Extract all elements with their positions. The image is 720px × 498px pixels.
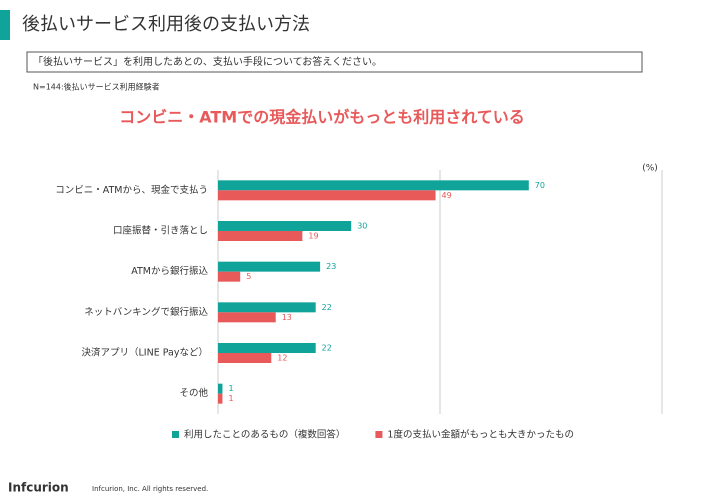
question-box <box>26 51 643 73</box>
value-label: 30 <box>357 222 367 231</box>
bar <box>218 353 272 363</box>
value-label: 1 <box>228 394 233 403</box>
category-label: 決済アプリ（LINE Payなど） <box>82 347 208 359</box>
value-label: 22 <box>322 303 332 312</box>
slide-title: 後払いサービス利用後の支払い方法 <box>22 14 310 35</box>
category-label: その他 <box>179 387 208 399</box>
category-label: ATMから銀行振込 <box>131 265 208 277</box>
bar <box>218 383 223 394</box>
value-label: 70 <box>535 181 545 190</box>
legend-label: 1度の支払い金額がもっとも大きかったもの <box>387 429 574 441</box>
category-label: コンビニ・ATMから、現金で支払う <box>55 184 208 196</box>
bar <box>218 231 303 241</box>
unit-label: (%) <box>642 164 658 174</box>
bar <box>218 221 352 231</box>
value-label: 1 <box>228 384 233 393</box>
category-label: 口座振替・引き落とし <box>113 225 208 237</box>
value-label: 22 <box>322 344 332 353</box>
legend-label: 利用したことのあるもの（複数回答） <box>184 429 345 441</box>
value-label: 13 <box>282 313 292 322</box>
question: 「後払いサービス」を利用したあとの、支払い手段についてお答えください。 <box>33 55 382 68</box>
bar <box>218 261 321 272</box>
bar <box>218 393 223 404</box>
copyright: Infcurion, Inc. All rights reserved. <box>92 485 208 493</box>
category-label: ネットバンキングで銀行振込 <box>84 306 208 318</box>
bar <box>218 180 529 191</box>
headline: コンビニ・ATMでの現金払いがもっとも利用されている <box>119 108 525 127</box>
value-label: 5 <box>246 272 251 281</box>
bar <box>218 343 316 353</box>
bar <box>218 271 241 282</box>
legend-swatch <box>172 431 179 438</box>
title-accent <box>0 10 10 40</box>
value-label: 23 <box>326 262 336 271</box>
note: N=144:後払いサービス利用経験者 <box>33 82 160 92</box>
value-label: 19 <box>308 232 318 241</box>
value-label: 49 <box>442 191 452 200</box>
bar <box>218 312 276 323</box>
brand: Infcurion <box>8 481 69 495</box>
value-label: 12 <box>277 354 287 363</box>
bar <box>218 190 436 201</box>
legend-swatch <box>375 431 383 438</box>
bar <box>218 302 316 313</box>
